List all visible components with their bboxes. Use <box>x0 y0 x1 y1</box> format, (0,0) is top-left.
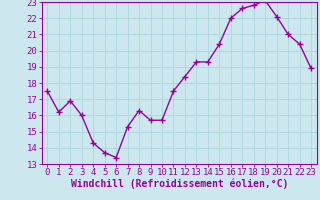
X-axis label: Windchill (Refroidissement éolien,°C): Windchill (Refroidissement éolien,°C) <box>70 179 288 189</box>
